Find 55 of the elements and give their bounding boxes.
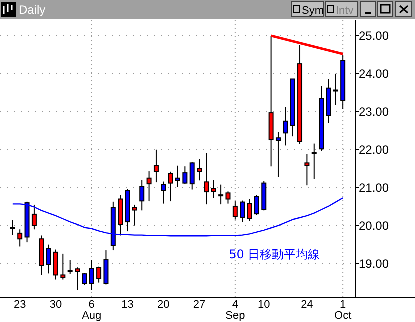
candlestick: [89, 260, 94, 291]
candlestick: [211, 180, 216, 199]
x-tick-label: 24: [301, 299, 314, 311]
candlestick: [304, 154, 310, 186]
candlestick: [154, 149, 159, 184]
candlestick: [232, 201, 238, 220]
x-tick-label: 27: [193, 299, 206, 311]
y-tick-label: 20.00: [359, 218, 390, 233]
candlestick: [168, 171, 174, 202]
candlestick: [32, 204, 37, 230]
candlestick: [190, 162, 195, 190]
x-tick-label: 6 Aug: [82, 299, 102, 322]
candlestick: [60, 253, 66, 280]
candlestick: [146, 171, 152, 202]
text: Sym: [302, 5, 324, 17]
candlestick: [240, 200, 246, 223]
candlestick: [204, 152, 210, 206]
x-tick-label: 4 Sep: [226, 299, 246, 322]
candlestick: [10, 220, 16, 236]
y-tick-label: 22.00: [359, 142, 390, 157]
candlestick: [276, 132, 281, 178]
candlestick: [182, 166, 188, 185]
y-tick-label: 23.00: [359, 104, 390, 119]
chart-title: Daily: [19, 3, 46, 17]
candlestick: [132, 204, 138, 226]
candlestick: [333, 73, 338, 106]
candlestick: [68, 260, 73, 275]
candlestick: [247, 198, 252, 222]
candlestick: [75, 267, 80, 291]
x-tick-label: 1 Oct: [334, 299, 352, 322]
candlestick: [197, 158, 202, 182]
candlestick: [176, 165, 180, 188]
x-tick-label: 13: [122, 299, 134, 311]
candlestick: [226, 191, 231, 204]
y-tick-label: 25.00: [359, 28, 390, 43]
x-tick-label: 10: [258, 299, 270, 311]
candlestick: [140, 180, 145, 212]
candlestick: [96, 266, 102, 284]
series-label: 50 日移動平均線: [229, 247, 320, 262]
candlestick: [161, 181, 166, 204]
candlestick: [254, 194, 260, 216]
candlestick: [312, 143, 317, 180]
x-tick-label: 23: [14, 299, 26, 311]
y-tick-label: 24.00: [359, 66, 390, 81]
candlestick: [104, 250, 109, 286]
candlestick: [46, 244, 52, 274]
y-tick-label: 21.00: [359, 180, 390, 195]
candlestick: [283, 106, 288, 146]
text: Intv: [336, 5, 354, 17]
x-tick-label: 30: [50, 299, 62, 311]
candlestick: [18, 229, 23, 248]
y-tick-label: 19.00: [359, 256, 390, 271]
candlestick: [53, 249, 58, 280]
x-tick-label: 20: [158, 299, 170, 311]
candlestick: [218, 184, 224, 206]
